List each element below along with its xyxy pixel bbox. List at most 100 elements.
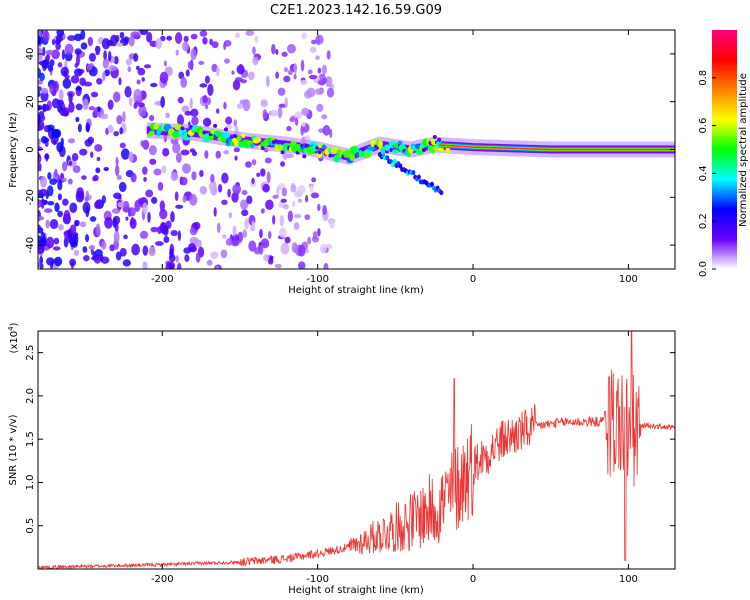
heatmap-noise-blob	[180, 149, 190, 156]
heatmap-noise-blob	[278, 200, 284, 209]
heatmap-ridge-blob	[294, 144, 302, 149]
heatmap-noise-blob	[127, 66, 132, 73]
heatmap-noise-blob	[207, 83, 214, 96]
colorbar-tick-label: 0.0	[698, 261, 709, 277]
heatmap-noise-blob	[316, 35, 321, 46]
heatmap-noise-blob	[222, 234, 227, 239]
heatmap-noise-blob	[75, 103, 83, 111]
snr-xlabel: Height of straight line (km)	[288, 585, 424, 596]
heatmap-noise-blob	[293, 73, 297, 80]
heatmap-noise-blob	[150, 226, 159, 233]
snr-multiplier: (x104)	[7, 322, 20, 353]
heatmap-noise-blob	[130, 172, 137, 183]
heatmap-noise-blob	[67, 35, 76, 41]
heatmap-noise-blob	[122, 111, 126, 123]
heatmap-noise-blob	[96, 77, 103, 85]
y-tick-label: 40	[25, 48, 36, 61]
heatmap-noise-blob	[263, 254, 270, 262]
heatmap-noise-blob	[113, 91, 121, 103]
heatmap-noise-blob	[251, 177, 255, 184]
heatmap-noise-blob	[100, 113, 109, 120]
heatmap-branch-blob	[416, 174, 421, 180]
heatmap-noise-blob	[241, 209, 249, 217]
heatmap-noise-blob	[230, 239, 240, 247]
heatmap-noise-blob	[183, 35, 189, 43]
heatmap-noise-blob	[101, 38, 111, 50]
heatmap-noise-blob	[148, 246, 156, 257]
heatmap-noise-blob	[191, 151, 198, 157]
heatmap-noise-blob	[175, 255, 179, 263]
heatmap-ridge-blob	[249, 142, 255, 149]
heatmap-noise-blob	[39, 72, 45, 82]
heatmap-noise-blob	[125, 216, 129, 221]
heatmap-noise-blob	[55, 42, 61, 51]
colorbar-tick-label: 0.2	[698, 213, 709, 229]
heatmap-noise-blob	[38, 162, 42, 172]
heatmap-noise-blob	[175, 152, 182, 164]
snr-plot-area	[38, 331, 675, 569]
heatmap-noise-blob	[306, 87, 316, 98]
heatmap-noise-blob	[225, 116, 233, 125]
heatmap-ridge-blob	[437, 137, 442, 142]
heatmap-noise-blob	[231, 192, 239, 203]
heatmap-noise-blob	[74, 48, 82, 55]
heatmap-noise-blob	[233, 147, 241, 153]
heatmap-noise-blob	[80, 30, 86, 40]
heatmap-noise-blob	[297, 244, 306, 257]
heatmap-noise-blob	[113, 130, 120, 137]
heatmap-noise-blob	[285, 153, 295, 159]
x-tick-label: 100	[619, 274, 638, 285]
heatmap-noise-blob	[297, 261, 306, 269]
heatmap-noise-blob	[160, 222, 167, 234]
heatmap-noise-blob	[280, 198, 287, 203]
heatmap-noise-blob	[170, 211, 175, 223]
heatmap-noise-blob	[240, 79, 247, 84]
heatmap-noise-blob	[245, 161, 252, 168]
heatmap-noise-blob	[148, 114, 155, 122]
heatmap-noise-blob	[199, 30, 208, 37]
heatmap-noise-blob	[40, 87, 49, 94]
heatmap-noise-blob	[202, 37, 208, 45]
heatmap-noise-blob	[137, 67, 146, 76]
heatmap-noise-blob	[281, 187, 287, 197]
heatmap-noise-blob	[272, 214, 276, 225]
heatmap-branch-blob	[392, 158, 397, 164]
heatmap-noise-blob	[69, 224, 77, 235]
heatmap-ridge-blob	[317, 150, 322, 155]
heatmap-noise-blob	[82, 246, 88, 253]
x-tick-label: 0	[470, 274, 476, 285]
heatmap-noise-blob	[310, 192, 320, 199]
heatmap-noise-blob	[38, 86, 42, 92]
heatmap-noise-blob	[119, 31, 125, 39]
heatmap-noise-blob	[86, 64, 93, 71]
heatmap-noise-blob	[232, 184, 242, 195]
heatmap-noise-blob	[199, 169, 204, 178]
heatmap-noise-blob	[88, 106, 96, 111]
heatmap-noise-blob	[218, 183, 223, 193]
heatmap-noise-blob	[90, 91, 99, 98]
heatmap-noise-blob	[80, 42, 88, 50]
heatmap-noise-blob	[116, 114, 123, 125]
heatmap-noise-blob	[52, 82, 58, 90]
heatmap-noise-blob	[267, 231, 272, 239]
heatmap-noise-blob	[293, 222, 300, 230]
heatmap-noise-blob	[95, 167, 101, 174]
heatmap-noise-blob	[165, 112, 170, 119]
heatmap-noise-blob	[39, 256, 44, 265]
heatmap-ridge-blob	[232, 133, 237, 138]
heatmap-noise-blob	[57, 62, 63, 68]
heatmap-noise-blob	[170, 229, 178, 237]
heatmap-noise-blob	[107, 99, 114, 110]
heatmap-noise-blob	[195, 252, 201, 263]
heatmap-ridge-blob	[274, 139, 279, 144]
heatmap-noise-blob	[220, 249, 228, 259]
snr-frame	[37, 330, 676, 570]
heatmap-noise-blob	[92, 174, 99, 182]
heatmap-noise-blob	[162, 147, 170, 157]
heatmap-noise-blob	[60, 66, 70, 77]
heatmap-ridge-blob	[180, 126, 185, 131]
heatmap-noise-blob	[38, 35, 41, 45]
heatmap-ridge-blob	[330, 146, 340, 155]
heatmap-noise-blob	[206, 259, 213, 266]
heatmap-noise-blob	[239, 99, 249, 105]
